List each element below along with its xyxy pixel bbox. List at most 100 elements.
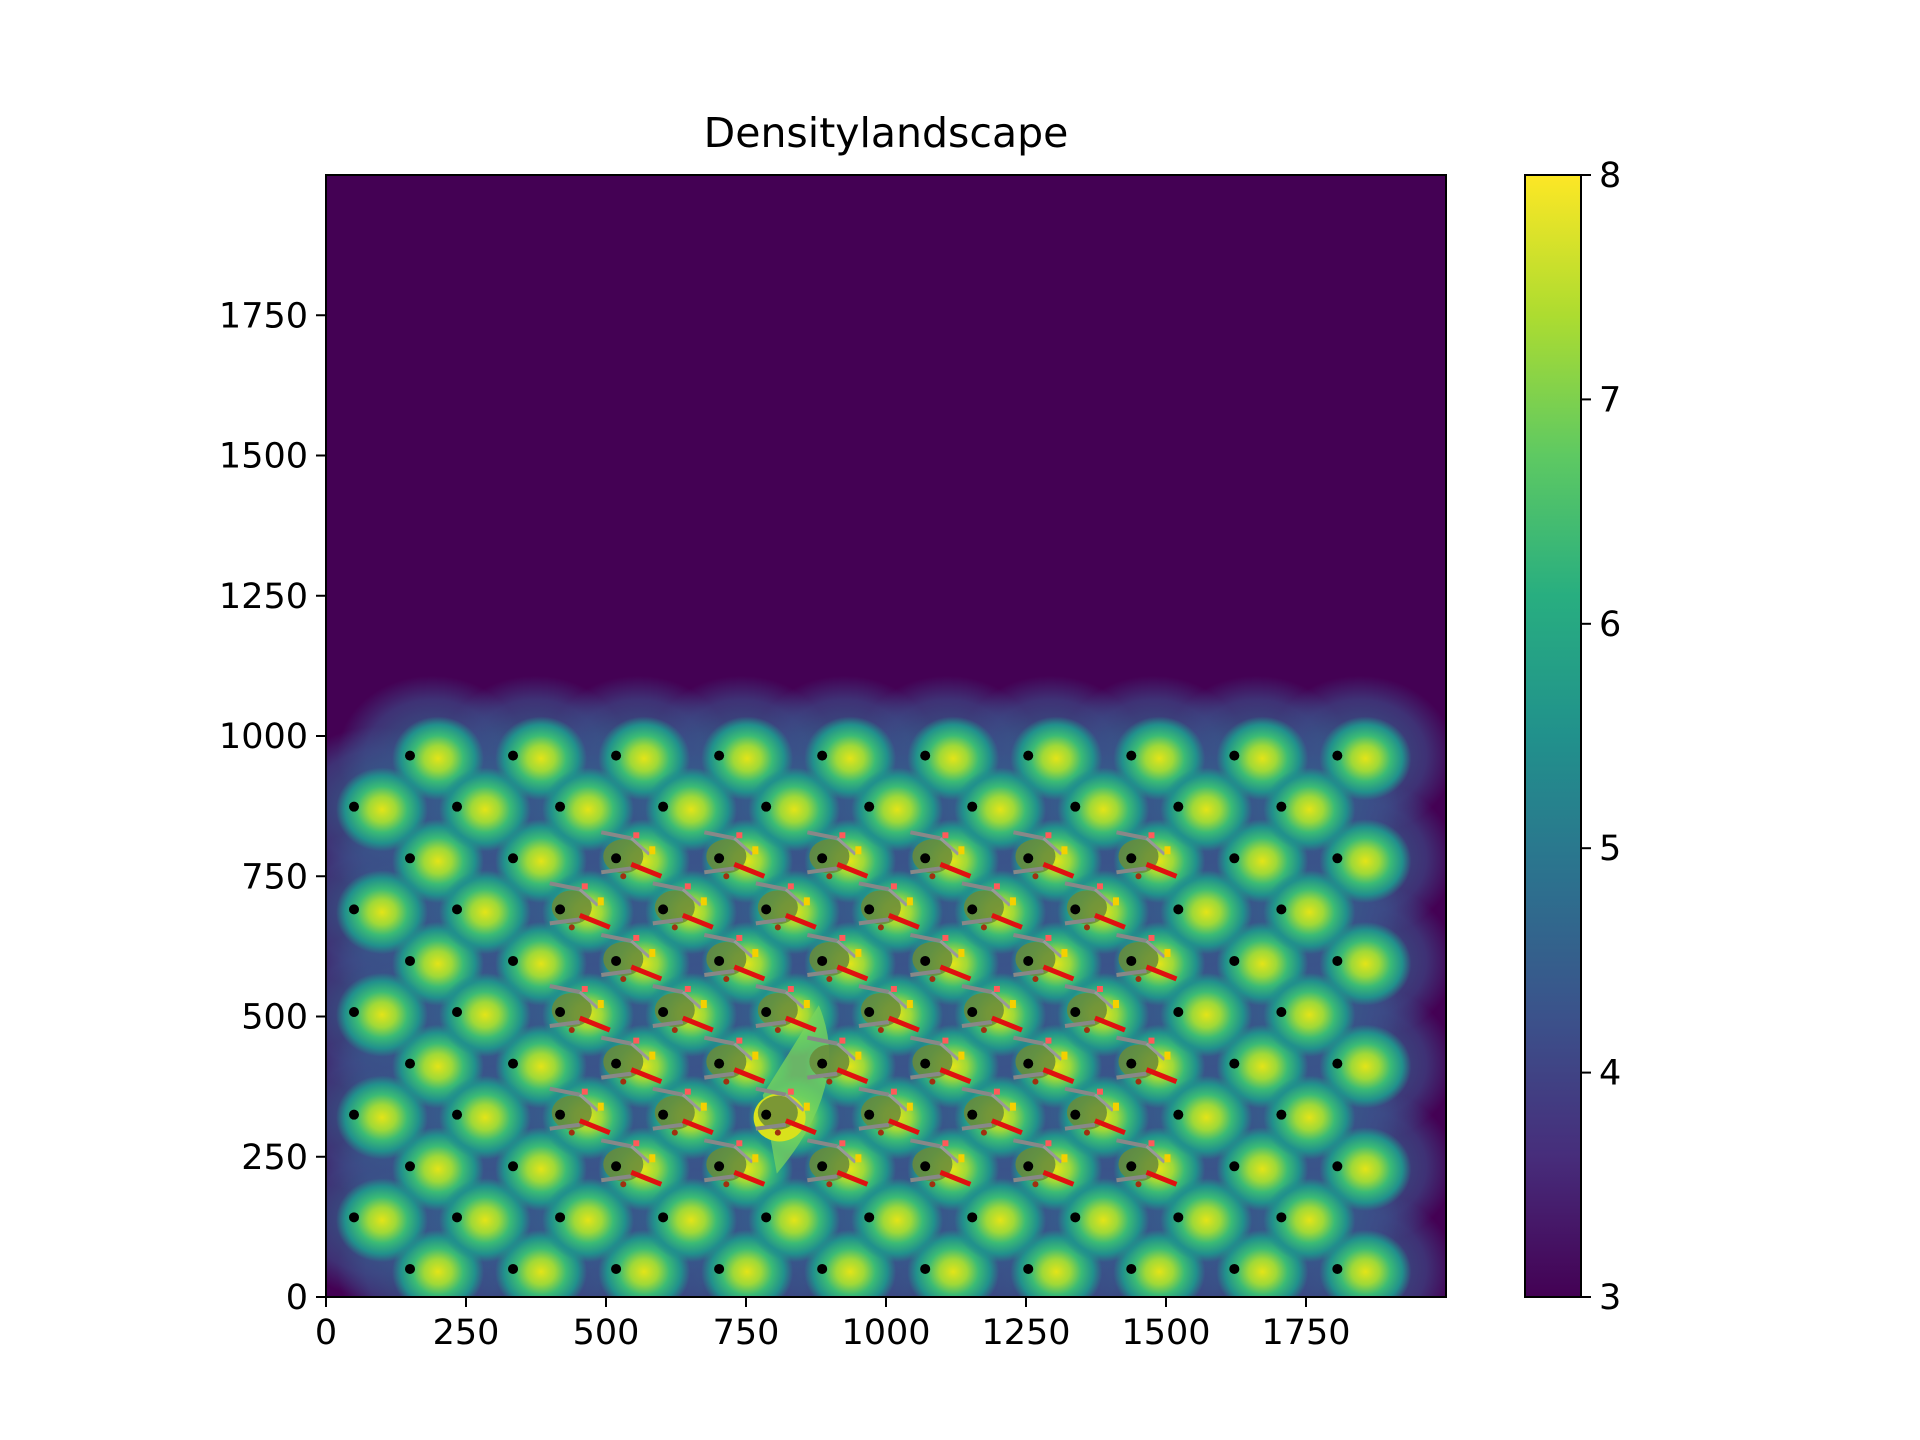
agent-foot: [671, 1027, 678, 1034]
agent-arm: [807, 1071, 838, 1080]
agent-link: [836, 1042, 857, 1061]
lattice-point: [817, 955, 828, 966]
lattice-point: [864, 1212, 875, 1223]
agent-arm: [1064, 1086, 1096, 1097]
agent-glyph: [1116, 1138, 1178, 1188]
lattice-point: [1332, 1263, 1343, 1274]
agent-link: [836, 939, 857, 959]
agent-arm: [807, 1174, 838, 1183]
agent-link: [784, 990, 805, 1010]
agent-heading: [784, 913, 817, 930]
agent-glyph: [910, 830, 972, 880]
agent-marker: [736, 832, 743, 839]
agent-arm: [1013, 1071, 1044, 1080]
lattice-point: [555, 1109, 566, 1120]
agent-glyph: [1116, 1035, 1178, 1085]
lattice-point: [452, 1212, 463, 1223]
agent-marker: [1009, 1000, 1016, 1009]
lattice-point: [1173, 1007, 1184, 1018]
colorbar-axis: 3 4 5 6 7 8: [1581, 156, 1621, 1318]
lattice-point: [920, 1161, 931, 1172]
chart-title: Densitylandscape: [704, 109, 1069, 157]
agent-arm: [910, 968, 941, 977]
agent-link: [733, 939, 754, 959]
lattice-point: [1229, 955, 1240, 966]
agent-link: [630, 939, 651, 959]
agent-glyph: [910, 1035, 972, 1085]
lattice-point: [714, 853, 725, 864]
agent-link: [887, 990, 908, 1010]
density-peak: [1160, 972, 1253, 1057]
agent-arm: [755, 881, 787, 892]
lattice-point: [1126, 955, 1137, 966]
lattice-point: [1126, 853, 1137, 864]
density-peak: [1319, 921, 1412, 1006]
agent-arm: [652, 1086, 684, 1097]
lattice-point: [967, 904, 978, 915]
agent-arm: [1064, 1122, 1096, 1131]
agent-marker: [855, 1154, 862, 1163]
lattice-point: [1229, 1263, 1240, 1274]
y-tick-label: 0: [286, 1278, 308, 1318]
lattice-point: [611, 853, 622, 864]
agent-marker: [1061, 1154, 1068, 1163]
agent-heading: [733, 964, 766, 982]
agent-arm: [806, 1138, 838, 1149]
agent-marker: [787, 1088, 794, 1095]
lattice-point: [405, 853, 415, 864]
agent-link: [733, 1042, 754, 1061]
agent-marker: [633, 832, 640, 839]
lattice-point: [452, 904, 463, 915]
lattice-point: [349, 1109, 359, 1120]
agent-marker: [1164, 1051, 1171, 1060]
agent-marker: [752, 1051, 759, 1060]
agent-arm: [961, 1122, 993, 1131]
agent-foot: [774, 1129, 781, 1136]
agent-marker: [1112, 897, 1119, 906]
lattice-point: [1332, 955, 1343, 966]
density-peak: [1057, 1178, 1150, 1263]
agent-marker: [1096, 986, 1103, 993]
agent-arm: [910, 1138, 941, 1149]
agent-glyph: [806, 932, 869, 982]
agent-arm: [549, 917, 581, 926]
agent-link: [1093, 1093, 1114, 1112]
agent-marker: [1061, 948, 1068, 957]
lattice-point: [452, 801, 463, 812]
density-peak: [1263, 1075, 1356, 1160]
agent-marker: [942, 832, 949, 839]
lattice-point: [611, 955, 622, 966]
agent-marker: [787, 883, 794, 890]
lattice-point: [817, 1058, 828, 1069]
lattice-point: [1126, 750, 1137, 761]
lattice-point: [658, 904, 669, 915]
agent-arm: [910, 932, 941, 943]
agent-heading: [1042, 964, 1075, 982]
x-tick-label: 1750: [1261, 1313, 1350, 1353]
agent-marker: [906, 1102, 913, 1111]
agent-arm: [961, 881, 993, 892]
density-peak: [954, 1178, 1047, 1263]
agent-marker: [633, 1037, 640, 1044]
lattice-point: [864, 904, 875, 915]
agent-heading: [939, 1067, 972, 1084]
agent-marker: [1148, 832, 1155, 839]
lattice-point: [714, 750, 725, 761]
lattice-point: [967, 801, 978, 812]
lattice-point: [555, 904, 566, 915]
agent-glyph: [549, 984, 611, 1034]
agent-link: [887, 888, 908, 907]
agent-heading: [784, 1118, 817, 1135]
agent-arm: [1013, 830, 1044, 841]
lattice-point: [1126, 1161, 1137, 1172]
agent-marker: [700, 897, 707, 906]
lattice-point: [1276, 1212, 1287, 1223]
agent-glyph: [858, 1086, 920, 1136]
density-peak: [542, 1178, 635, 1263]
agent-link: [990, 990, 1011, 1010]
agent-marker: [597, 1000, 604, 1009]
lattice-point: [508, 1263, 519, 1274]
agent-arm: [549, 984, 581, 994]
agent-link: [578, 1093, 599, 1112]
agent-foot: [671, 1129, 678, 1136]
